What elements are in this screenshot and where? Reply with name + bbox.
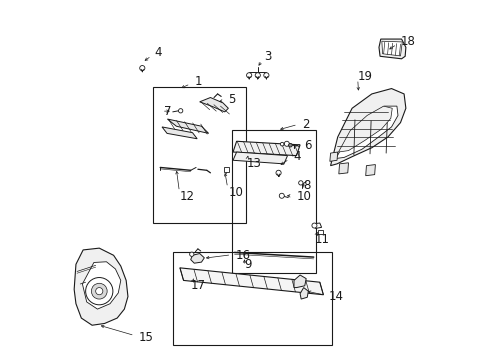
Text: 13: 13 <box>246 157 261 170</box>
Polygon shape <box>190 253 204 263</box>
Text: 1: 1 <box>194 75 202 88</box>
Polygon shape <box>313 223 321 228</box>
Bar <box>231 130 316 273</box>
Bar <box>172 252 332 345</box>
Circle shape <box>298 181 303 185</box>
Circle shape <box>140 66 144 71</box>
Text: 2: 2 <box>301 118 309 131</box>
Polygon shape <box>300 288 308 299</box>
Text: 6: 6 <box>303 139 310 152</box>
Bar <box>317 230 323 234</box>
Circle shape <box>263 73 268 78</box>
Text: 4: 4 <box>155 46 162 59</box>
Text: 10: 10 <box>296 190 311 203</box>
Circle shape <box>178 109 183 113</box>
Polygon shape <box>233 141 300 156</box>
Bar <box>223 167 228 172</box>
Polygon shape <box>82 262 121 309</box>
Polygon shape <box>335 106 397 158</box>
Polygon shape <box>180 268 323 295</box>
Circle shape <box>275 170 281 175</box>
Polygon shape <box>233 152 287 164</box>
Circle shape <box>311 223 316 228</box>
Text: 17: 17 <box>190 279 205 292</box>
Polygon shape <box>167 119 208 134</box>
Circle shape <box>284 141 289 146</box>
Circle shape <box>85 278 113 305</box>
Polygon shape <box>162 127 197 139</box>
Polygon shape <box>365 165 375 176</box>
Text: 14: 14 <box>328 290 343 303</box>
Text: 5: 5 <box>228 93 235 106</box>
Text: 19: 19 <box>357 69 372 82</box>
Text: 7: 7 <box>163 105 171 118</box>
Text: 10: 10 <box>228 186 243 199</box>
Circle shape <box>288 143 292 147</box>
Text: 4: 4 <box>292 150 300 163</box>
Text: 18: 18 <box>400 35 414 49</box>
Circle shape <box>279 193 284 198</box>
Circle shape <box>255 73 260 78</box>
Bar <box>153 87 246 223</box>
Circle shape <box>96 288 102 295</box>
Text: 8: 8 <box>303 179 310 192</box>
Circle shape <box>91 283 107 299</box>
Text: 11: 11 <box>314 233 329 246</box>
Polygon shape <box>199 98 228 112</box>
Polygon shape <box>329 152 337 161</box>
Text: 15: 15 <box>139 331 153 344</box>
Text: 3: 3 <box>264 50 271 63</box>
Polygon shape <box>293 275 305 288</box>
Polygon shape <box>74 248 128 325</box>
Circle shape <box>246 73 251 78</box>
Text: 12: 12 <box>180 190 195 203</box>
Text: 9: 9 <box>244 258 251 271</box>
Text: 16: 16 <box>235 249 250 262</box>
Polygon shape <box>381 41 402 56</box>
Circle shape <box>280 142 284 146</box>
Polygon shape <box>338 106 391 152</box>
Polygon shape <box>378 39 405 59</box>
Circle shape <box>189 252 194 256</box>
Polygon shape <box>338 163 348 174</box>
Polygon shape <box>330 89 405 166</box>
